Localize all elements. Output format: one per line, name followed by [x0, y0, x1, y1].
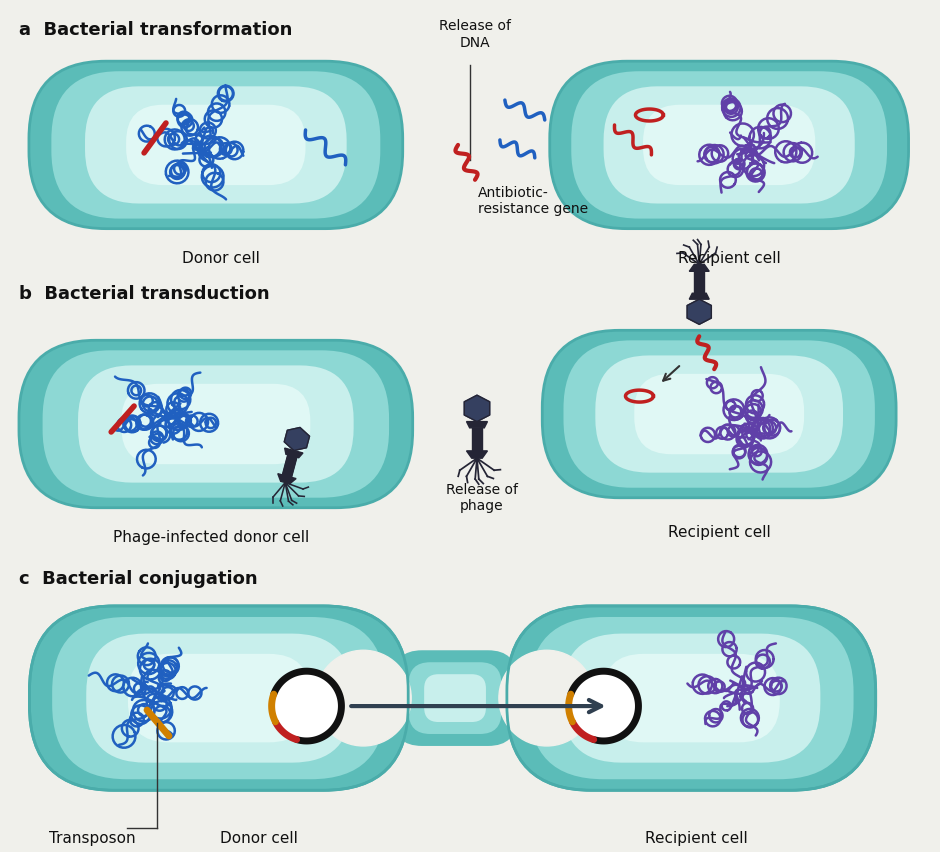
- FancyBboxPatch shape: [128, 654, 309, 742]
- FancyBboxPatch shape: [634, 374, 804, 455]
- Circle shape: [334, 669, 393, 728]
- Polygon shape: [285, 448, 303, 458]
- FancyBboxPatch shape: [19, 341, 413, 508]
- FancyBboxPatch shape: [643, 106, 815, 186]
- Text: Donor cell: Donor cell: [181, 250, 259, 265]
- Polygon shape: [687, 300, 712, 325]
- Text: Release of
phage: Release of phage: [446, 482, 518, 512]
- FancyBboxPatch shape: [563, 341, 875, 488]
- Text: b  Bacterial transduction: b Bacterial transduction: [20, 285, 270, 303]
- Text: Donor cell: Donor cell: [220, 830, 298, 844]
- FancyBboxPatch shape: [542, 331, 896, 498]
- FancyBboxPatch shape: [595, 356, 843, 473]
- Text: Antibiotic-
resistance gene: Antibiotic- resistance gene: [478, 186, 588, 216]
- Circle shape: [316, 651, 411, 746]
- Polygon shape: [472, 429, 482, 452]
- FancyBboxPatch shape: [603, 654, 780, 742]
- FancyBboxPatch shape: [529, 617, 854, 780]
- FancyBboxPatch shape: [603, 87, 854, 204]
- Circle shape: [272, 671, 341, 741]
- FancyBboxPatch shape: [572, 72, 887, 219]
- FancyBboxPatch shape: [562, 634, 821, 763]
- FancyBboxPatch shape: [85, 87, 347, 204]
- Text: Recipient cell: Recipient cell: [678, 250, 780, 265]
- FancyBboxPatch shape: [550, 62, 909, 229]
- Polygon shape: [282, 455, 297, 478]
- Text: Recipient cell: Recipient cell: [645, 830, 747, 844]
- Text: Release of
DNA: Release of DNA: [439, 20, 511, 49]
- Polygon shape: [278, 474, 296, 484]
- Polygon shape: [466, 452, 488, 458]
- Polygon shape: [464, 395, 490, 422]
- FancyBboxPatch shape: [52, 72, 381, 219]
- Text: c  Bacterial conjugation: c Bacterial conjugation: [20, 569, 258, 587]
- Polygon shape: [695, 272, 704, 294]
- FancyBboxPatch shape: [393, 651, 517, 746]
- Text: Recipient cell: Recipient cell: [667, 524, 771, 539]
- FancyBboxPatch shape: [121, 384, 310, 464]
- Circle shape: [569, 671, 638, 741]
- Circle shape: [517, 669, 576, 728]
- FancyBboxPatch shape: [29, 607, 408, 791]
- Text: a  Bacterial transformation: a Bacterial transformation: [20, 21, 293, 39]
- Polygon shape: [689, 294, 709, 300]
- Polygon shape: [466, 422, 488, 429]
- FancyBboxPatch shape: [78, 366, 353, 483]
- Polygon shape: [284, 428, 309, 451]
- Circle shape: [499, 651, 595, 746]
- FancyBboxPatch shape: [29, 62, 402, 229]
- FancyBboxPatch shape: [126, 106, 306, 186]
- Text: Phage-infected donor cell: Phage-infected donor cell: [113, 529, 309, 544]
- FancyBboxPatch shape: [507, 607, 876, 791]
- Text: Transposon: Transposon: [50, 830, 136, 844]
- FancyBboxPatch shape: [42, 351, 389, 498]
- FancyBboxPatch shape: [409, 663, 501, 734]
- FancyBboxPatch shape: [86, 634, 352, 763]
- FancyBboxPatch shape: [424, 675, 486, 722]
- Polygon shape: [689, 265, 709, 272]
- FancyBboxPatch shape: [52, 617, 385, 780]
